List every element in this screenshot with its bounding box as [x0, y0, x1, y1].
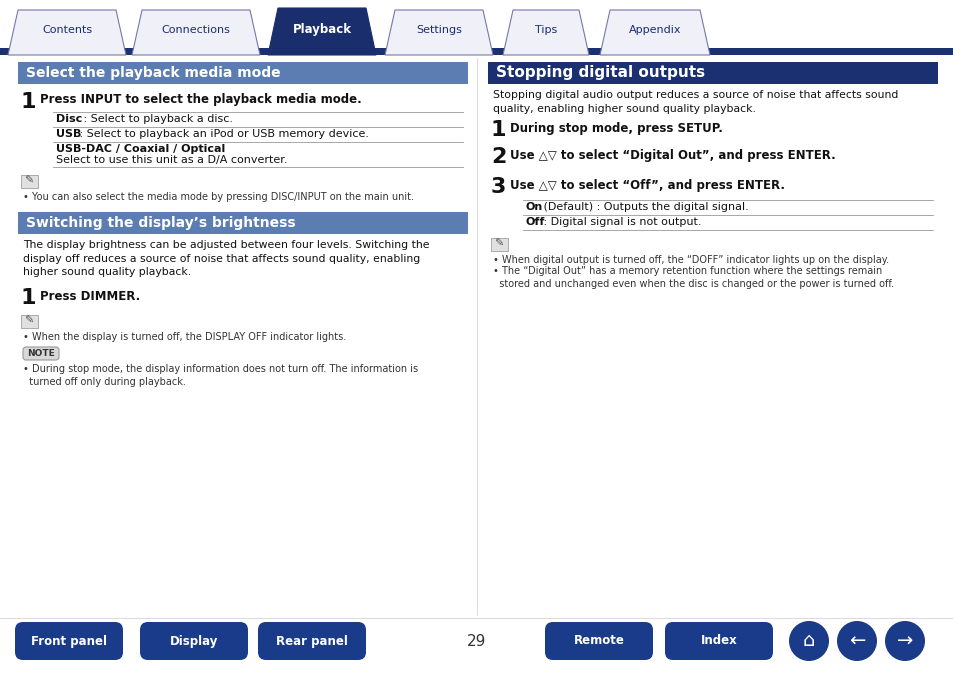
Text: Remote: Remote [573, 635, 624, 647]
Text: ✎: ✎ [494, 239, 503, 249]
Text: 1: 1 [21, 288, 36, 308]
Bar [18, 212, 468, 234]
Text: • You can also select the media mode by pressing DISC/INPUT on the main unit.: • You can also select the media mode by … [23, 192, 414, 202]
Text: :: : [204, 144, 211, 154]
Text: • The “Digital Out” has a memory retention function where the settings remain
  : • The “Digital Out” has a memory retenti… [493, 266, 893, 289]
Text: ✎: ✎ [24, 316, 33, 326]
Bar [18, 62, 468, 84]
Text: (Default) : Outputs the digital signal.: (Default) : Outputs the digital signal. [539, 202, 748, 212]
Text: ⌂: ⌂ [802, 631, 814, 651]
Bar [491, 238, 507, 251]
Text: ←: ← [848, 631, 864, 651]
Text: During stop mode, press SETUP.: During stop mode, press SETUP. [510, 122, 722, 135]
Text: 3: 3 [491, 177, 506, 197]
Text: USB: USB [56, 129, 81, 139]
Text: Contents: Contents [42, 25, 92, 35]
Polygon shape [502, 10, 588, 55]
Text: Display: Display [170, 635, 218, 647]
Text: ✎: ✎ [24, 176, 33, 186]
Circle shape [884, 621, 924, 661]
Text: 1: 1 [21, 92, 36, 112]
Circle shape [836, 621, 876, 661]
Text: : Select to playback a disc.: : Select to playback a disc. [80, 114, 233, 124]
Text: • When digital output is turned off, the “DOFF” indicator lights up on the displ: • When digital output is turned off, the… [493, 255, 888, 265]
Text: Settings: Settings [416, 25, 461, 35]
Text: Stopping digital audio output reduces a source of noise that affects sound
quali: Stopping digital audio output reduces a … [493, 90, 898, 114]
Bar [21, 315, 38, 328]
Circle shape [788, 621, 828, 661]
Text: • During stop mode, the display information does not turn off. The information i: • During stop mode, the display informat… [23, 364, 417, 387]
Bar [21, 175, 38, 188]
Text: Disc: Disc [56, 114, 82, 124]
Text: Index: Index [700, 635, 737, 647]
Text: Select the playback media mode: Select the playback media mode [26, 66, 280, 80]
Text: Switching the display’s brightness: Switching the display’s brightness [26, 216, 295, 230]
FancyBboxPatch shape [544, 622, 652, 660]
Text: Use △▽ to select “Off”, and press ENTER.: Use △▽ to select “Off”, and press ENTER. [510, 179, 784, 192]
Text: Playback: Playback [293, 22, 351, 36]
Polygon shape [385, 10, 493, 55]
Text: 1: 1 [491, 120, 506, 140]
Text: 29: 29 [467, 633, 486, 649]
Text: USB-DAC / Coaxial / Optical: USB-DAC / Coaxial / Optical [56, 144, 225, 154]
Text: →: → [896, 631, 912, 651]
Text: : Select to playback an iPod or USB memory device.: : Select to playback an iPod or USB memo… [76, 129, 369, 139]
Text: Front panel: Front panel [30, 635, 107, 647]
FancyBboxPatch shape [23, 347, 59, 360]
Text: Rear panel: Rear panel [275, 635, 348, 647]
Polygon shape [8, 10, 126, 55]
FancyBboxPatch shape [664, 622, 772, 660]
Text: Stopping digital outputs: Stopping digital outputs [496, 65, 704, 81]
Polygon shape [268, 8, 375, 55]
Bar [488, 62, 937, 84]
Text: Off: Off [525, 217, 545, 227]
Text: Appendix: Appendix [628, 25, 680, 35]
Text: • When the display is turned off, the DISPLAY OFF indicator lights.: • When the display is turned off, the DI… [23, 332, 346, 342]
Bar [0, 0, 953, 55]
Text: The display brightness can be adjusted between four levels. Switching the
displa: The display brightness can be adjusted b… [23, 240, 429, 277]
Bar [0, 48, 953, 55]
Text: Press DIMMER.: Press DIMMER. [40, 290, 140, 303]
Text: Select to use this unit as a D/A converter.: Select to use this unit as a D/A convert… [56, 155, 287, 165]
Polygon shape [599, 10, 709, 55]
Text: Press INPUT to select the playback media mode.: Press INPUT to select the playback media… [40, 93, 361, 106]
Text: : Digital signal is not output.: : Digital signal is not output. [539, 217, 700, 227]
Text: Connections: Connections [161, 25, 231, 35]
Text: NOTE: NOTE [27, 349, 55, 357]
Bar [0, 55, 953, 615]
Text: On: On [525, 202, 542, 212]
Text: Tips: Tips [535, 25, 557, 35]
FancyBboxPatch shape [257, 622, 366, 660]
FancyBboxPatch shape [15, 622, 123, 660]
Polygon shape [132, 10, 260, 55]
Bar [0, 615, 953, 673]
Text: 2: 2 [491, 147, 506, 167]
FancyBboxPatch shape [140, 622, 248, 660]
Text: Use △▽ to select “Digital Out”, and press ENTER.: Use △▽ to select “Digital Out”, and pres… [510, 149, 835, 162]
